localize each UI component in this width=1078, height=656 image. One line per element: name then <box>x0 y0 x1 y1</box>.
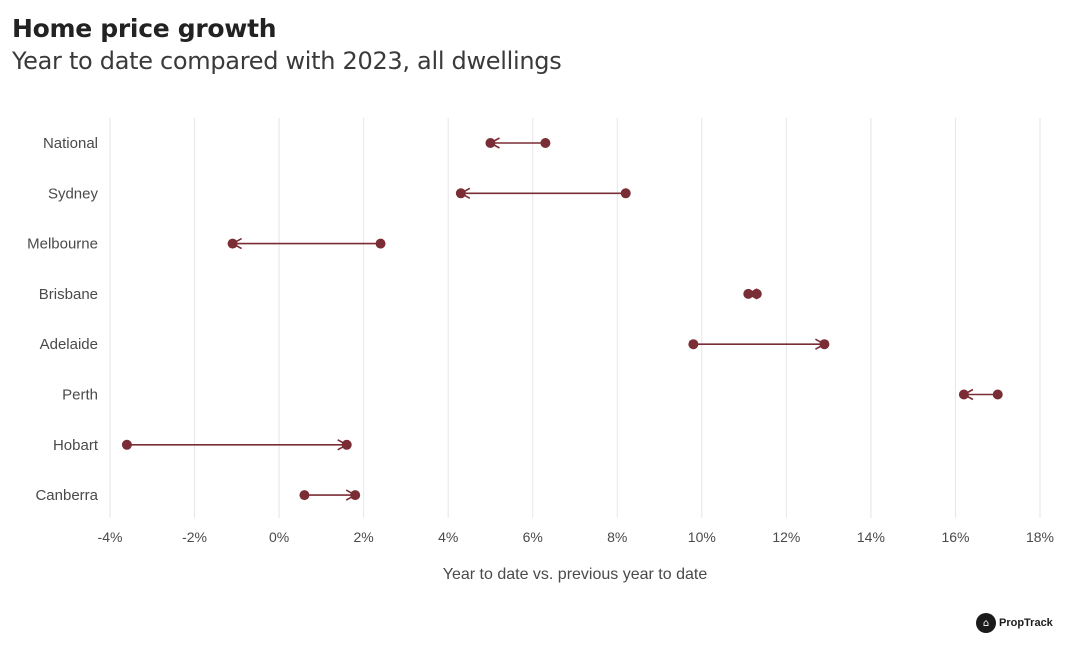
dumbbell-row <box>958 388 1003 401</box>
y-axis-categories: National Sydney Melbourne Brisbane Adelaide P… <box>27 135 99 504</box>
x-tick-label: 2% <box>354 529 374 545</box>
x-tick-label: 0% <box>269 529 289 545</box>
point-2023 <box>992 389 1003 400</box>
x-tick-label: 4% <box>438 529 458 545</box>
point-2023 <box>540 138 551 148</box>
point-2023 <box>299 490 310 501</box>
category-label: Sydney <box>48 185 99 202</box>
dumbbell-row <box>743 288 762 300</box>
point-year-to-date <box>341 439 352 450</box>
dumbbell-row <box>455 187 631 199</box>
point-year-to-date <box>485 138 496 148</box>
x-tick-label: -2% <box>182 529 207 545</box>
category-label: Hobart <box>53 437 99 454</box>
point-year-to-date <box>958 389 969 400</box>
proptrack-logo: ⌂ PropTrack <box>976 613 1053 633</box>
category-label: Perth <box>62 387 98 404</box>
x-tick-label: 14% <box>857 529 885 545</box>
dumbbell-row <box>485 137 551 149</box>
point-2023 <box>375 238 386 249</box>
point-year-to-date <box>819 339 830 350</box>
x-tick-label: 16% <box>941 529 969 545</box>
x-tick-label: 12% <box>772 529 800 545</box>
dumbbell-row <box>227 237 386 250</box>
category-label: National <box>43 135 98 152</box>
point-2023 <box>688 339 699 350</box>
dumbbell-row <box>688 338 830 350</box>
point-year-to-date <box>743 288 754 299</box>
category-label: Melbourne <box>27 236 98 253</box>
chart-subtitle: Year to date compared with 2023, all dwe… <box>12 47 562 75</box>
point-2023 <box>620 188 631 199</box>
dumbbell-row <box>121 439 352 451</box>
dumbbell-row <box>299 489 361 501</box>
data-marks <box>121 137 1003 501</box>
chart-title: Home price growth <box>12 14 277 43</box>
category-label: Brisbane <box>39 286 98 303</box>
category-label: Canberra <box>35 487 98 504</box>
x-tick-label: -4% <box>98 529 123 545</box>
proptrack-logo-icon: ⌂ <box>976 613 996 633</box>
brand-name: PropTrack <box>999 617 1053 629</box>
point-year-to-date <box>227 238 238 249</box>
point-2023 <box>121 439 132 450</box>
x-tick-label: 10% <box>688 529 716 545</box>
point-year-to-date <box>455 188 466 199</box>
category-label: Adelaide <box>40 336 98 353</box>
x-tick-label: 18% <box>1026 529 1054 545</box>
gridlines <box>109 118 1041 518</box>
x-tick-label: 6% <box>523 529 543 545</box>
point-year-to-date <box>350 490 361 501</box>
x-axis-ticks: -4% -2% 0% 2% 4% 6% 8% 10% 12% 14% 16% 18% <box>98 529 1054 545</box>
point-2023 <box>751 288 762 299</box>
x-axis-label: Year to date vs. previous year to date <box>443 566 708 583</box>
x-tick-label: 8% <box>607 529 627 545</box>
